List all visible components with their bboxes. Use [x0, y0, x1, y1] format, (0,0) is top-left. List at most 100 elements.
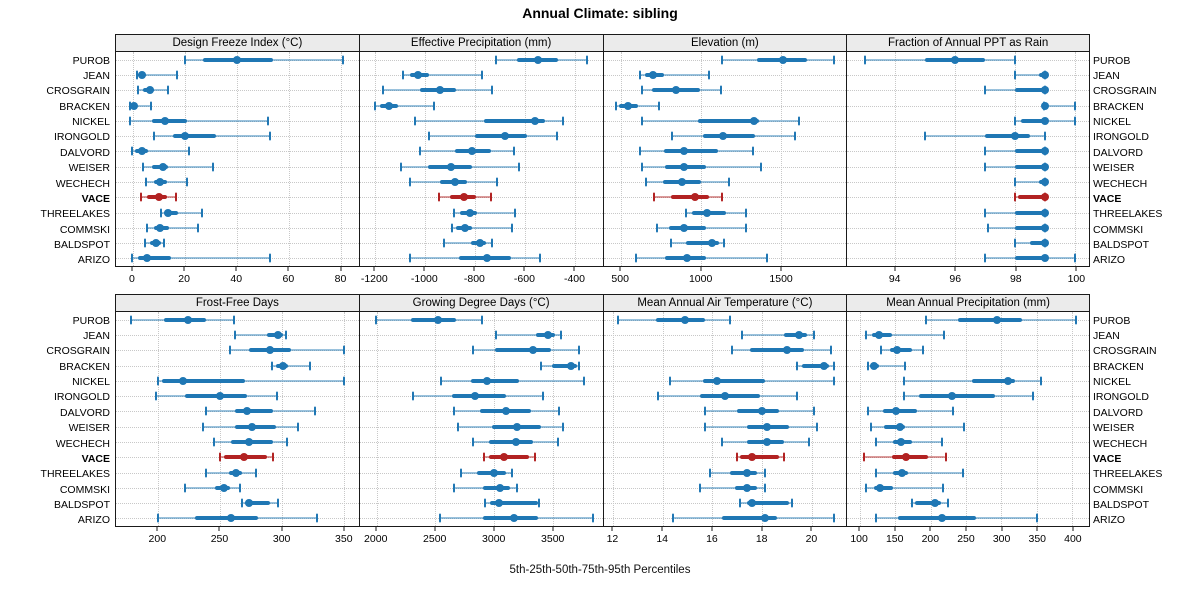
gridline-v [781, 52, 783, 266]
median-dot [782, 346, 791, 355]
plot-area [115, 52, 359, 267]
whisker-line [161, 211, 202, 214]
whisker-cap [129, 116, 132, 126]
axis-tick-label: -600 [513, 273, 535, 285]
axis-tick-label: -800 [463, 273, 485, 285]
axis-tick-label: 150 [885, 533, 904, 545]
iqr-bar [411, 317, 456, 322]
whisker-cap [284, 330, 287, 340]
whisker-cap [1014, 70, 1017, 80]
whisker-line [985, 165, 1046, 168]
panel-header-label: Fraction of Annual PPT as Rain [846, 34, 1090, 52]
iqr-bar [1021, 118, 1046, 123]
axis-tick-label: 3500 [541, 533, 565, 545]
median-dot [460, 223, 469, 232]
iqr-bar [957, 317, 1022, 322]
site-label: THREELAKES [1093, 208, 1163, 221]
whisker-line [1015, 242, 1046, 245]
whisker-cap [941, 483, 944, 493]
axis-tick [1075, 267, 1077, 271]
gridline-h [603, 365, 847, 367]
whisker-cap [480, 315, 483, 325]
whisker-line [185, 486, 240, 489]
iqr-bar [1030, 241, 1046, 246]
gridline-h [359, 457, 603, 459]
gridline-h [603, 472, 847, 474]
gridline-h [847, 212, 1089, 214]
whisker-cap [745, 208, 748, 217]
gridline-h [116, 105, 359, 107]
whisker-cap [1074, 116, 1077, 126]
axis-tick [156, 527, 158, 531]
gridline-h [847, 136, 1089, 138]
whisker-cap [490, 192, 493, 202]
gridline-h [359, 227, 603, 229]
whisker-cap [736, 452, 739, 462]
whisker-cap [586, 55, 589, 65]
whisker-cap [699, 483, 702, 493]
site-labels-left: PUROB JEAN CROSGRAIN BRACKEN NICKEL IRONGOLD D… [0, 53, 110, 268]
whisker-cap [720, 85, 723, 95]
whisker-cap [615, 101, 618, 110]
median-dot [468, 147, 477, 156]
whisker-cap [276, 391, 278, 401]
whisker-cap [709, 468, 711, 477]
whisker-line [1015, 180, 1046, 183]
whisker-cap [741, 330, 744, 340]
iqr-bar [161, 378, 245, 383]
whisker-line [443, 242, 493, 245]
whisker-cap [400, 162, 403, 172]
median-dot [544, 330, 553, 339]
axis-tick [343, 527, 345, 531]
whisker-cap [342, 376, 345, 386]
whisker-cap [830, 345, 833, 355]
whisker-cap [704, 406, 707, 416]
median-dot [951, 55, 960, 64]
median-dot [901, 453, 910, 462]
site-label: JEAN [1093, 330, 1120, 343]
whisker-cap [381, 85, 384, 95]
plot-area [602, 52, 847, 267]
whisker-cap [375, 315, 378, 325]
panel-header-label: Growing Degree Days (°C) [358, 294, 603, 312]
axis-tick-label: 96 [949, 273, 962, 285]
axis-tick [131, 267, 133, 271]
gridline-v [955, 52, 957, 266]
site-label: WECHECH [1093, 177, 1148, 190]
median-dot [178, 376, 187, 385]
whisker-cap [269, 253, 272, 263]
axis-tick-label: 40 [230, 273, 243, 285]
iqr-bar [747, 501, 790, 506]
panel: Mean Annual Air Temperature (°C) 12 14 16 18… [602, 294, 847, 550]
whisker-cap [440, 376, 443, 386]
median-dot [436, 86, 444, 95]
whisker-cap [472, 437, 475, 447]
whisker-cap [157, 513, 160, 523]
gridline-h [603, 105, 847, 107]
whisker-cap [315, 513, 318, 523]
gridline-h [359, 487, 603, 489]
gridline-h [847, 90, 1089, 92]
median-dot [1041, 239, 1050, 248]
gridline-h [847, 411, 1089, 413]
gridline-h [847, 380, 1089, 382]
site-label: WECHECH [55, 177, 110, 190]
gridline-h [359, 426, 603, 428]
whisker-line [130, 119, 268, 122]
whisker-cap [540, 361, 543, 370]
median-dot [216, 392, 225, 401]
gridline-v [158, 312, 160, 526]
gridline-v [1075, 52, 1077, 266]
whisker-cap [1074, 315, 1077, 325]
whisker-cap [924, 315, 927, 325]
axis-tick [965, 527, 967, 531]
whisker-line [375, 104, 434, 107]
gridline-h [116, 319, 359, 321]
panel: Design Freeze Index (°C) 0 20 40 60 80 [115, 34, 359, 290]
gridline-h [847, 503, 1089, 505]
axis-tick-label: 94 [888, 273, 901, 285]
gridline-h [603, 411, 847, 413]
gridline-h [116, 258, 359, 260]
whisker-cap [751, 146, 754, 156]
